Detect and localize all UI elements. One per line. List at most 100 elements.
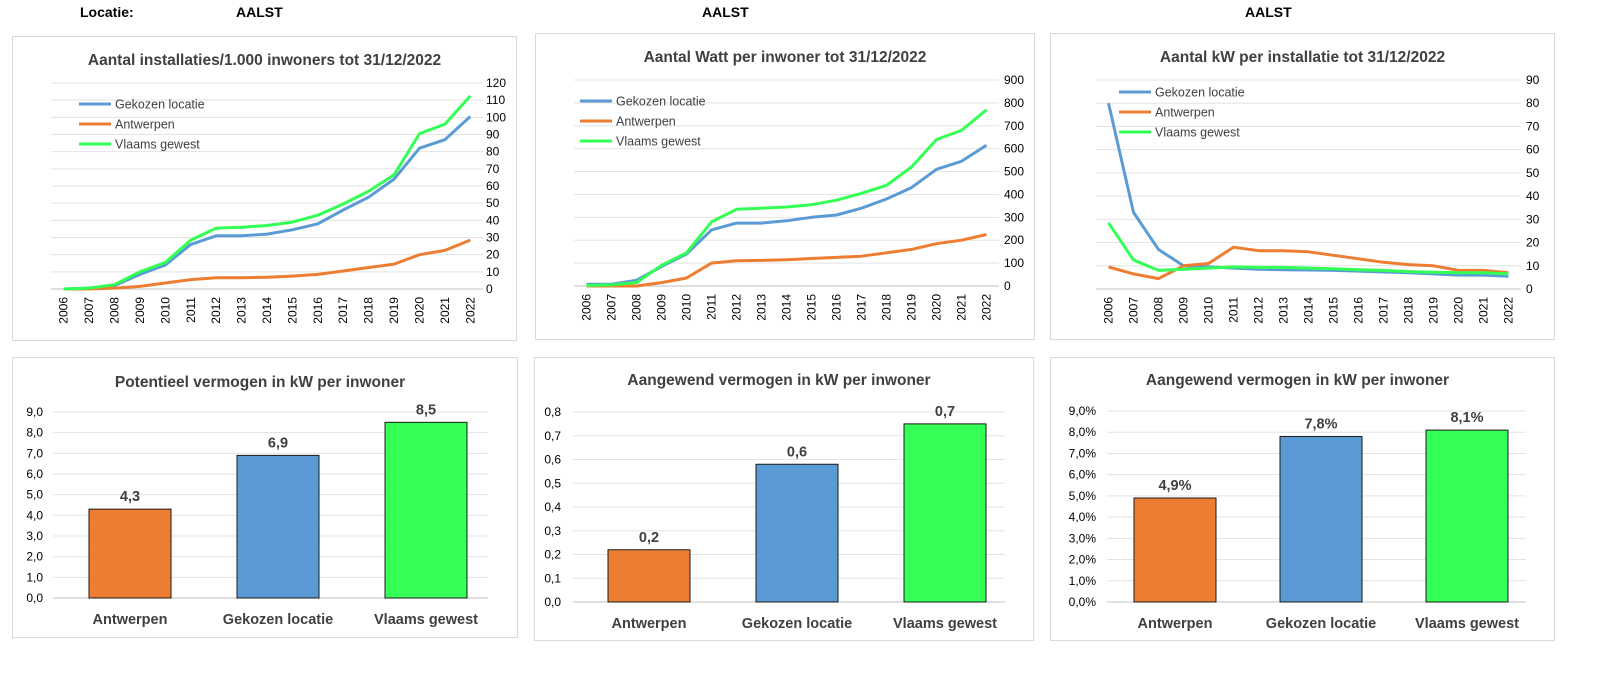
chart-svg: Aantal kW per installatie tot 31/12/2022… <box>1096 49 1540 324</box>
y-tick-label: 4,0% <box>1069 510 1097 524</box>
right-location-value: AALST <box>1245 4 1292 20</box>
y-tick-label: 6,0 <box>26 467 43 481</box>
x-tick-label: 2021 <box>438 297 452 324</box>
y-tick-label: 120 <box>486 76 506 90</box>
y-tick-label: 500 <box>1004 165 1024 179</box>
bar-value-label: 0,2 <box>639 530 659 546</box>
y-tick-label: 70 <box>486 162 500 176</box>
y-tick-label: 60 <box>486 179 500 193</box>
y-tick-label: 10 <box>1526 259 1540 273</box>
y-tick-label: 8,0% <box>1069 425 1097 439</box>
x-tick-label: 2007 <box>605 294 619 321</box>
x-tick-label: 2015 <box>805 294 819 321</box>
x-tick-label: 2016 <box>311 297 325 324</box>
y-tick-label: 2,0 <box>26 550 43 564</box>
series-line-vlaams <box>586 108 988 287</box>
x-tick-label: 2017 <box>336 297 350 324</box>
bar-gekozen <box>1279 435 1363 603</box>
category-label: Gekozen locatie <box>742 616 852 632</box>
y-tick-label: 2,0% <box>1069 553 1097 567</box>
y-tick-label: 1,0 <box>26 570 43 584</box>
y-tick-label: 3,0% <box>1069 531 1097 545</box>
x-tick-label: 2018 <box>880 294 894 321</box>
chart-kw-installatie-panel: Aantal kW per installatie tot 31/12/2022… <box>1050 33 1555 340</box>
y-tick-label: 400 <box>1004 187 1024 201</box>
bar-value-label: 4,9% <box>1158 478 1191 494</box>
y-tick-label: 0,6 <box>544 453 561 467</box>
y-tick-label: 20 <box>1526 236 1540 250</box>
x-tick-label: 2015 <box>1327 297 1341 324</box>
y-tick-label: 80 <box>1526 96 1540 110</box>
series-line-gekozen <box>63 115 472 291</box>
y-tick-label: 9,0% <box>1069 404 1097 418</box>
chart-title: Potentieel vermogen in kW per inwoner <box>115 374 405 391</box>
x-tick-label: 2019 <box>1427 297 1441 324</box>
y-tick-label: 40 <box>1526 189 1540 203</box>
y-tick-label: 900 <box>1004 73 1024 87</box>
y-tick-label: 40 <box>486 213 500 227</box>
x-tick-label: 2021 <box>1477 297 1491 324</box>
center-location-value: AALST <box>702 4 749 20</box>
category-label: Gekozen locatie <box>1266 616 1376 632</box>
x-tick-label: 2008 <box>1152 297 1166 324</box>
y-tick-label: 0 <box>486 282 493 296</box>
bar-value-label: 4,3 <box>120 489 140 505</box>
y-tick-label: 100 <box>1004 256 1024 270</box>
bar-value-label: 8,1% <box>1450 410 1483 426</box>
y-tick-label: 0,7 <box>544 429 561 443</box>
legend-label-gekozen: Gekozen locatie <box>115 98 205 112</box>
x-tick-label: 2008 <box>108 297 122 324</box>
y-tick-label: 1,0% <box>1069 574 1097 588</box>
y-tick-label: 7,0% <box>1069 446 1097 460</box>
x-tick-label: 2012 <box>1252 297 1266 324</box>
x-tick-label: 2022 <box>1502 297 1516 324</box>
x-tick-label: 2009 <box>1177 297 1191 324</box>
x-tick-label: 2014 <box>260 297 274 324</box>
chart-svg: Aantal Watt per inwoner tot 31/12/2022 0 1… <box>574 49 1024 321</box>
y-tick-label: 80 <box>486 145 500 159</box>
category-label: Vlaams gewest <box>893 616 997 632</box>
x-tick-label: 2014 <box>780 294 794 321</box>
y-tick-label: 0,8 <box>544 405 561 419</box>
chart-title: Aangewend vermogen in kW per inwoner <box>627 372 930 389</box>
y-tick-label: 50 <box>486 196 500 210</box>
y-tick-label: 0 <box>1004 279 1011 293</box>
category-label: Antwerpen <box>1138 616 1213 632</box>
bar-vlaams <box>903 423 987 603</box>
x-tick-label: 2014 <box>1302 297 1316 324</box>
chart-installaties-panel: Aantal installaties/1.000 inwoners tot 3… <box>12 36 517 341</box>
y-tick-label: 110 <box>486 93 505 107</box>
y-tick-label: 50 <box>1526 166 1540 180</box>
x-tick-label: 2022 <box>463 297 477 324</box>
y-tick-label: 300 <box>1004 210 1024 224</box>
category-label: Vlaams gewest <box>374 612 478 628</box>
x-tick-label: 2011 <box>705 294 719 320</box>
y-tick-label: 90 <box>486 128 500 142</box>
legend-label-antwerpen: Antwerpen <box>1155 106 1215 120</box>
bar-value-label: 0,6 <box>787 444 807 460</box>
x-tick-label: 2009 <box>133 297 147 324</box>
legend-label-antwerpen: Antwerpen <box>616 115 676 129</box>
legend-label-gekozen: Gekozen locatie <box>616 95 706 109</box>
x-tick-label: 2011 <box>184 297 198 323</box>
bar-vlaams <box>384 421 468 599</box>
y-tick-label: 4,0 <box>26 508 43 522</box>
bar-gekozen <box>236 454 320 599</box>
series-line-vlaams <box>1107 221 1509 276</box>
x-tick-label: 2017 <box>855 294 869 321</box>
bar-value-label: 8,5 <box>416 402 436 418</box>
legend-label-antwerpen: Antwerpen <box>115 118 175 132</box>
y-tick-label: 5,0% <box>1069 489 1097 503</box>
locatie-label: Locatie: <box>80 4 134 20</box>
chart-svg: Aangewend vermogen in kW per inwoner 0,0 0… <box>544 372 1005 632</box>
bar-gekozen <box>755 463 839 603</box>
y-tick-label: 0,3 <box>544 524 561 538</box>
x-tick-label: 2010 <box>680 294 694 321</box>
x-tick-label: 2007 <box>1127 297 1141 324</box>
chart-potentieel-panel: Potentieel vermogen in kW per inwoner 0,0… <box>12 357 518 638</box>
x-tick-label: 2009 <box>655 294 669 321</box>
chart-svg: Aantal installaties/1.000 inwoners tot 3… <box>51 52 506 324</box>
chart-title: Aantal installaties/1.000 inwoners tot 3… <box>88 52 441 69</box>
series-line-vlaams <box>63 94 472 291</box>
category-label: Antwerpen <box>612 616 687 632</box>
